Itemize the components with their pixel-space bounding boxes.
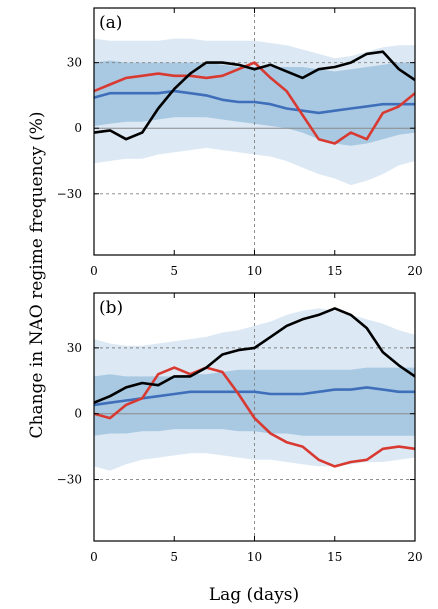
y-tick-label: 0	[74, 407, 82, 421]
x-tick-label: 20	[407, 550, 422, 564]
x-tick-label: 10	[247, 264, 262, 278]
y-tick-label: 30	[67, 341, 82, 355]
chart-panel-a: 0 5 10 15 20 −30 0 30 (a)	[57, 7, 423, 278]
x-axis-label: Lag (days)	[209, 585, 299, 605]
y-tick-label: −30	[57, 187, 82, 201]
blue-series-line	[94, 89, 415, 115]
y-tick-label: 0	[74, 121, 82, 135]
blue-series-line	[94, 386, 415, 407]
y-axis-label: Change in NAO regime frequency (%)	[27, 111, 47, 438]
black-series-line	[94, 307, 415, 404]
x-tick-label: 20	[407, 264, 422, 278]
y-tick-label: 30	[67, 56, 82, 70]
x-tick-label: 15	[327, 550, 342, 564]
x-tick-label: 0	[90, 550, 98, 564]
x-tick-label: 15	[327, 264, 342, 278]
red-series-line	[94, 61, 415, 145]
panels: 0 5 10 15 20 −30 0 30 (a) 0 5 10 15 20 −30 0 30 (b)	[57, 7, 423, 564]
chart-panel-b: 0 5 10 15 20 −30 0 30 (b)	[57, 292, 423, 564]
plot-area	[94, 293, 415, 541]
x-tick-label: 5	[170, 264, 178, 278]
black-series-line	[94, 50, 415, 141]
plot-area	[94, 8, 415, 255]
x-tick-label: 0	[90, 264, 98, 278]
x-tick-label: 5	[170, 550, 178, 564]
red-series-line	[94, 366, 415, 468]
x-tick-label: 10	[247, 550, 262, 564]
y-tick-label: −30	[57, 473, 82, 487]
panel-label: (b)	[99, 298, 123, 318]
panel-label: (a)	[99, 13, 122, 33]
